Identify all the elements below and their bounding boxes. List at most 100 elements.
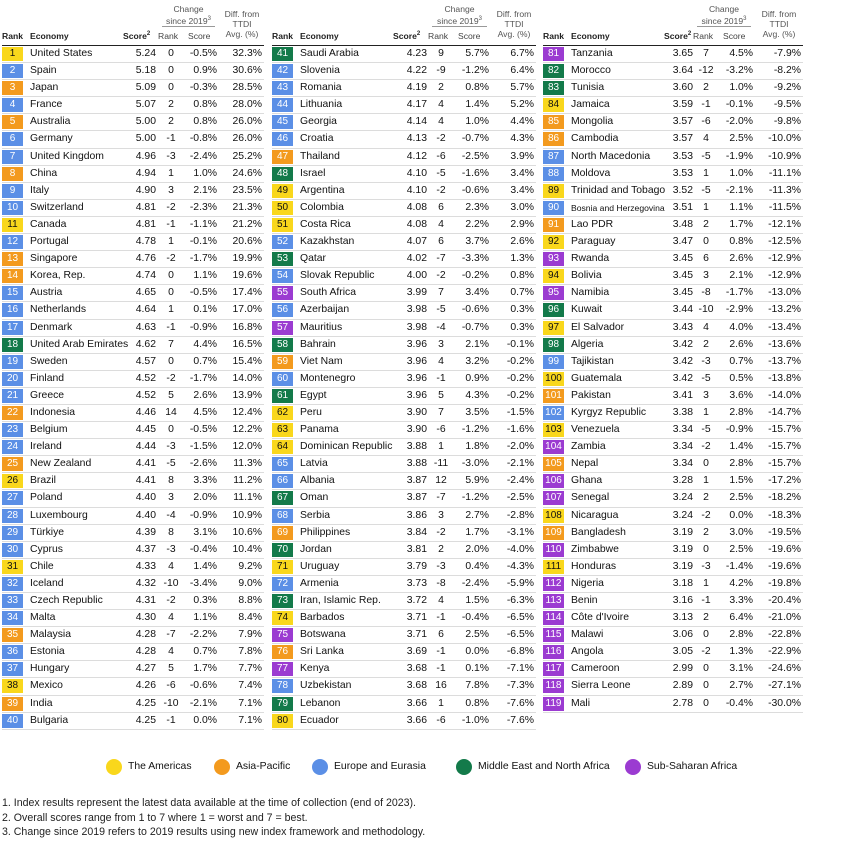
- economy-name: Singapore: [30, 253, 78, 265]
- rank-badge: 81: [543, 47, 564, 61]
- score-header: Score2: [393, 31, 420, 41]
- economy-name: Armenia: [300, 577, 339, 589]
- diff-from-average: -9.8%: [773, 116, 801, 128]
- diff-from-average: -2.4%: [506, 475, 534, 487]
- rank-change: -5: [436, 167, 446, 179]
- score-change: 3.5%: [465, 406, 489, 418]
- table-row: 46 Croatia 4.13 -2 -0.7% 4.3%: [272, 131, 536, 149]
- diff-from-average: 3.4%: [510, 167, 534, 179]
- score-value: 4.08: [406, 218, 427, 230]
- rank-badge: 105: [543, 457, 564, 472]
- rank-badge: 66: [272, 474, 293, 489]
- economy-name: Jordan: [300, 543, 332, 555]
- score-value: 3.71: [406, 629, 427, 641]
- rank-change: -3: [166, 543, 176, 555]
- diff-from-average: -10.0%: [768, 133, 801, 145]
- score-change: -0.6%: [461, 304, 489, 316]
- score-change: 2.8%: [729, 458, 753, 470]
- legend-label: The Americas: [128, 761, 192, 772]
- score-value: 3.34: [672, 424, 693, 436]
- score-value: 3.18: [672, 577, 693, 589]
- table-row: 71 Uruguay 3.79 -3 0.4% -4.3%: [272, 559, 536, 576]
- score-change: 4.5%: [193, 406, 217, 418]
- rank-change: 4: [438, 218, 444, 230]
- rank-badge: 94: [543, 269, 564, 284]
- score-value: 5.24: [135, 48, 156, 59]
- rank-badge: 53: [272, 252, 293, 267]
- table-row: 89 Trinidad and Tobago 3.52 -5 -2.1% -11.3%: [543, 183, 803, 200]
- change-score-header: Score: [723, 31, 746, 41]
- table-row: 2 Spain 5.18 0 0.9% 30.6%: [2, 63, 264, 81]
- score-change: -0.4%: [189, 543, 217, 555]
- economy-name: Chile: [30, 560, 54, 572]
- rank-change: -2: [166, 595, 176, 606]
- rank-badge: 115: [543, 628, 564, 643]
- score-value: 3.53: [672, 167, 693, 179]
- table-row: 85 Mongolia 3.57 -6 -2.0% -9.8%: [543, 114, 803, 132]
- rank-badge: 86: [543, 132, 564, 147]
- rank-badge: 31: [2, 559, 23, 574]
- rank-change: -3: [701, 560, 711, 572]
- rank-badge: 23: [2, 423, 23, 438]
- table-header: Change since 20193 Diff. from TTDI Avg. (%) R…: [543, 0, 803, 45]
- score-value: 3.48: [672, 218, 693, 230]
- rank-badge: 24: [2, 440, 23, 455]
- score-change: -0.6%: [189, 680, 217, 692]
- economy-name: Bangladesh: [571, 526, 626, 538]
- rank-change: 7: [703, 48, 709, 59]
- score-change: -0.7%: [461, 321, 489, 333]
- score-change: 0.9%: [193, 65, 217, 77]
- diff-from-average: -12.9%: [768, 270, 801, 282]
- rank-badge: 25: [2, 457, 23, 472]
- table-row: 61 Egypt 3.96 5 4.3% -0.2%: [272, 388, 536, 405]
- rank-change: 3: [703, 389, 709, 401]
- diff-from-average: -14.7%: [768, 406, 801, 418]
- economy-name: Korea, Rep.: [30, 270, 86, 282]
- diff-from-average: 10.6%: [232, 526, 262, 538]
- rank-change: 1: [168, 304, 174, 316]
- score-value: 3.19: [672, 560, 693, 572]
- diff-from-average: -24.6%: [768, 663, 801, 675]
- rank-change: -8: [701, 287, 711, 299]
- change-label: Change: [173, 4, 204, 14]
- rank-badge: 78: [272, 679, 293, 694]
- diff-from-average: 8.4%: [238, 612, 262, 624]
- table-row: 19 Sweden 4.57 0 0.7% 15.4%: [2, 354, 264, 371]
- economy-name: Panama: [300, 424, 339, 436]
- diff-from-average: 24.6%: [232, 167, 262, 179]
- diff-from-average: 19.6%: [232, 270, 262, 282]
- rank-badge: 8: [2, 166, 23, 181]
- rank-badge: 35: [2, 628, 23, 643]
- score-value: 4.17: [406, 99, 427, 111]
- rank-change: 4: [438, 355, 444, 367]
- table-row: 79 Lebanon 3.66 1 0.8% -7.6%: [272, 696, 536, 713]
- score-value: 4.26: [135, 680, 156, 692]
- table-row: 36 Estonia 4.28 4 0.7% 7.8%: [2, 644, 264, 662]
- rank-change: -5: [701, 150, 711, 162]
- diff-from-average: 21.3%: [232, 201, 262, 213]
- table-row: 118 Sierra Leone 2.89 0 2.7% -27.1%: [543, 678, 803, 696]
- rank-change: 2: [438, 82, 444, 94]
- score-change: 0.8%: [193, 99, 217, 111]
- economy-name: Viet Nam: [300, 355, 343, 367]
- table-body: 81 Tanzania 3.65 7 4.5% -7.9% 82 Morocco 3.64 -12…: [543, 45, 803, 713]
- score-change: 1.0%: [729, 82, 753, 94]
- rank-change: 1: [703, 577, 709, 589]
- table-row: 21 Greece 4.52 5 2.6% 13.9%: [2, 388, 264, 405]
- rank-change: 4: [703, 133, 709, 145]
- rank-change: 1: [703, 201, 709, 213]
- diff-from-average: 21.2%: [232, 218, 262, 230]
- score-value: 3.66: [406, 697, 427, 709]
- rank-change: 0: [703, 458, 709, 470]
- score-change: -2.6%: [189, 458, 217, 470]
- diff-from-average: -1.6%: [506, 424, 534, 436]
- rank-badge: 17: [2, 320, 23, 335]
- rank-change: 1: [438, 697, 444, 709]
- rank-change: -6: [436, 424, 446, 436]
- score-value: 5.18: [135, 65, 156, 77]
- rank-change: 8: [168, 526, 174, 538]
- score-change: 0.8%: [465, 697, 489, 709]
- score-change: -1.5%: [189, 441, 217, 453]
- rank-change: -1: [166, 714, 176, 726]
- diff-from-average: -11.1%: [768, 167, 801, 179]
